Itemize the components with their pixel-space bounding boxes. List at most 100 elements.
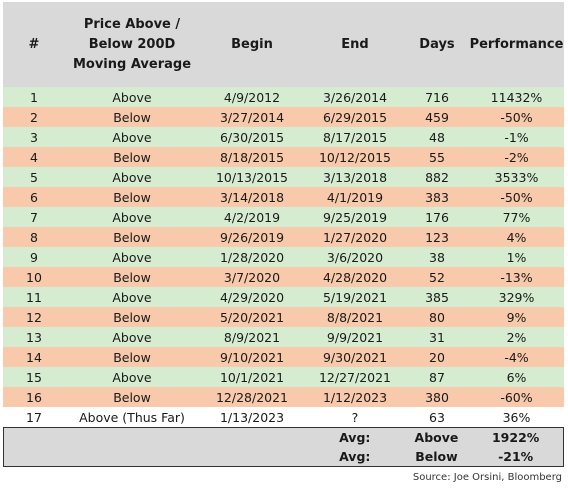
row-end: 5/19/2021 — [322, 289, 388, 305]
row-position: Above (Thus Far) — [79, 409, 185, 425]
table-row: 11 Above 4/29/2020 5/19/2021 385 329% — [3, 287, 564, 307]
avg-row-above: Avg: Above 1922% — [4, 428, 563, 447]
row-index: 7 — [30, 209, 38, 225]
row-position: Below — [113, 389, 151, 405]
row-begin: 5/20/2021 — [219, 309, 285, 325]
row-index: 8 — [30, 229, 38, 245]
row-days: 123 — [425, 229, 449, 245]
avg-position: Below — [415, 449, 458, 464]
row-position: Above — [112, 289, 152, 305]
table-row: 15 Above 10/1/2021 12/27/2021 87 6% — [3, 367, 564, 387]
row-days: 20 — [429, 349, 445, 365]
row-performance: 3533% — [494, 169, 539, 185]
row-end: 3/13/2018 — [322, 169, 388, 185]
table-row: 10 Below 3/7/2020 4/28/2020 52 -13% — [3, 267, 564, 287]
row-begin: 9/26/2019 — [219, 229, 285, 245]
row-index: 16 — [26, 389, 42, 405]
table-row: 6 Below 3/14/2018 4/1/2019 383 -50% — [3, 187, 564, 207]
row-days: 459 — [425, 109, 449, 125]
header-index: # — [28, 37, 40, 52]
row-index: 6 — [30, 189, 38, 205]
source-note: Source: Joe Orsini, Bloomberg — [412, 472, 562, 483]
row-performance: 11432% — [490, 89, 543, 105]
row-begin: 4/9/2012 — [223, 89, 281, 105]
avg-performance: -21% — [498, 449, 534, 464]
header-end: End — [341, 37, 369, 52]
row-days: 380 — [425, 389, 449, 405]
row-position: Above — [112, 209, 152, 225]
row-begin: 8/9/2021 — [223, 329, 281, 345]
table-row: 7 Above 4/2/2019 9/25/2019 176 77% — [3, 207, 564, 227]
row-begin: 10/13/2015 — [215, 169, 289, 185]
table-row: 14 Below 9/10/2021 9/30/2021 20 -4% — [3, 347, 564, 367]
table-row: 8 Below 9/26/2019 1/27/2020 123 4% — [3, 227, 564, 247]
row-days: 87 — [429, 369, 445, 385]
row-performance: -4% — [504, 349, 529, 365]
averages-box: Avg: Above 1922% Avg: Below -21% — [3, 427, 564, 467]
table-row: 16 Below 12/28/2021 1/12/2023 380 -60% — [3, 387, 564, 407]
row-position: Below — [113, 109, 151, 125]
row-days: 176 — [425, 209, 449, 225]
row-days: 48 — [429, 129, 445, 145]
row-index: 9 — [30, 249, 38, 265]
row-days: 882 — [425, 169, 449, 185]
row-end: 10/12/2015 — [318, 149, 392, 165]
row-performance: -1% — [504, 129, 529, 145]
row-position: Below — [113, 189, 151, 205]
row-performance: 9% — [506, 309, 527, 325]
row-performance: 6% — [506, 369, 527, 385]
row-index: 2 — [30, 109, 38, 125]
row-performance: -13% — [500, 269, 533, 285]
row-days: 385 — [425, 289, 449, 305]
row-position: Below — [113, 229, 151, 245]
avg-label: Avg: — [339, 430, 371, 445]
row-position: Above — [112, 89, 152, 105]
row-index: 3 — [30, 129, 38, 145]
row-index: 13 — [26, 329, 42, 345]
row-end: 8/8/2021 — [326, 309, 384, 325]
avg-label: Avg: — [339, 449, 371, 464]
avg-performance: 1922% — [491, 430, 540, 445]
table-header: # Price Above / Below 200D Moving Averag… — [3, 2, 564, 87]
avg-position: Above — [414, 430, 459, 445]
row-begin: 10/1/2021 — [219, 369, 285, 385]
row-days: 63 — [429, 409, 445, 425]
row-end: 1/12/2023 — [322, 389, 388, 405]
table-row: 4 Below 8/18/2015 10/12/2015 55 -2% — [3, 147, 564, 167]
row-position: Above — [112, 369, 152, 385]
row-end: 4/28/2020 — [322, 269, 388, 285]
row-position: Below — [113, 149, 151, 165]
row-performance: -60% — [500, 389, 533, 405]
row-end: 12/27/2021 — [318, 369, 392, 385]
row-index: 17 — [26, 409, 42, 425]
row-performance: -50% — [500, 189, 533, 205]
header-performance: Performance — [469, 37, 564, 52]
row-performance: 2% — [506, 329, 527, 345]
row-days: 716 — [425, 89, 449, 105]
row-index: 1 — [30, 89, 38, 105]
row-days: 52 — [429, 269, 445, 285]
row-end: 4/1/2019 — [326, 189, 384, 205]
table-row: 13 Above 8/9/2021 9/9/2021 31 2% — [3, 327, 564, 347]
row-performance: 329% — [498, 289, 535, 305]
row-index: 15 — [26, 369, 42, 385]
table-row: 3 Above 6/30/2015 8/17/2015 48 -1% — [3, 127, 564, 147]
row-index: 11 — [26, 289, 42, 305]
table-row: 9 Above 1/28/2020 3/6/2020 38 1% — [3, 247, 564, 267]
row-index: 12 — [26, 309, 42, 325]
row-end: ? — [351, 409, 359, 425]
row-index: 14 — [26, 349, 42, 365]
row-end: 6/29/2015 — [322, 109, 388, 125]
row-end: 9/9/2021 — [326, 329, 384, 345]
row-begin: 3/14/2018 — [219, 189, 285, 205]
table-row: 1 Above 4/9/2012 3/26/2014 716 11432% — [3, 87, 564, 107]
row-end: 8/17/2015 — [322, 129, 388, 145]
row-position: Above — [112, 169, 152, 185]
performance-table: # Price Above / Below 200D Moving Averag… — [3, 2, 564, 467]
table-body: 1 Above 4/9/2012 3/26/2014 716 11432% 2 Below 3/… — [3, 87, 564, 427]
row-begin: 6/30/2015 — [219, 129, 285, 145]
row-performance: 4% — [506, 229, 527, 245]
row-performance: 36% — [502, 409, 531, 425]
table-row: 5 Above 10/13/2015 3/13/2018 882 3533% — [3, 167, 564, 187]
row-end: 9/30/2021 — [322, 349, 388, 365]
